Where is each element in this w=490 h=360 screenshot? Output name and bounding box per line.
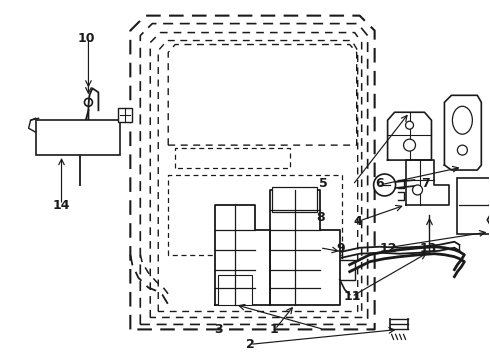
Bar <box>272 187 317 212</box>
Circle shape <box>406 121 414 129</box>
Circle shape <box>413 185 422 195</box>
Text: 8: 8 <box>317 211 325 224</box>
Text: 3: 3 <box>214 323 222 336</box>
Text: 4: 4 <box>353 215 362 228</box>
Polygon shape <box>388 112 432 160</box>
Text: 7: 7 <box>421 177 430 190</box>
Circle shape <box>457 145 467 155</box>
Text: 5: 5 <box>319 177 327 190</box>
Circle shape <box>404 139 416 151</box>
FancyBboxPatch shape <box>457 178 490 234</box>
Text: 9: 9 <box>336 242 344 255</box>
Polygon shape <box>460 180 490 230</box>
Text: 14: 14 <box>53 199 71 212</box>
Text: 11: 11 <box>344 290 361 303</box>
Text: 2: 2 <box>245 338 254 351</box>
Text: 12: 12 <box>379 242 397 255</box>
Ellipse shape <box>452 106 472 134</box>
Polygon shape <box>270 190 340 305</box>
Polygon shape <box>444 95 481 170</box>
Bar <box>119 108 132 122</box>
Text: 10: 10 <box>77 32 95 45</box>
Polygon shape <box>488 212 490 228</box>
Polygon shape <box>406 160 449 205</box>
Text: 1: 1 <box>270 323 279 336</box>
Bar <box>218 275 252 305</box>
Bar <box>36 120 121 155</box>
Text: 6: 6 <box>375 177 384 190</box>
Polygon shape <box>215 205 270 305</box>
Text: 13: 13 <box>419 242 437 255</box>
Circle shape <box>374 174 395 196</box>
